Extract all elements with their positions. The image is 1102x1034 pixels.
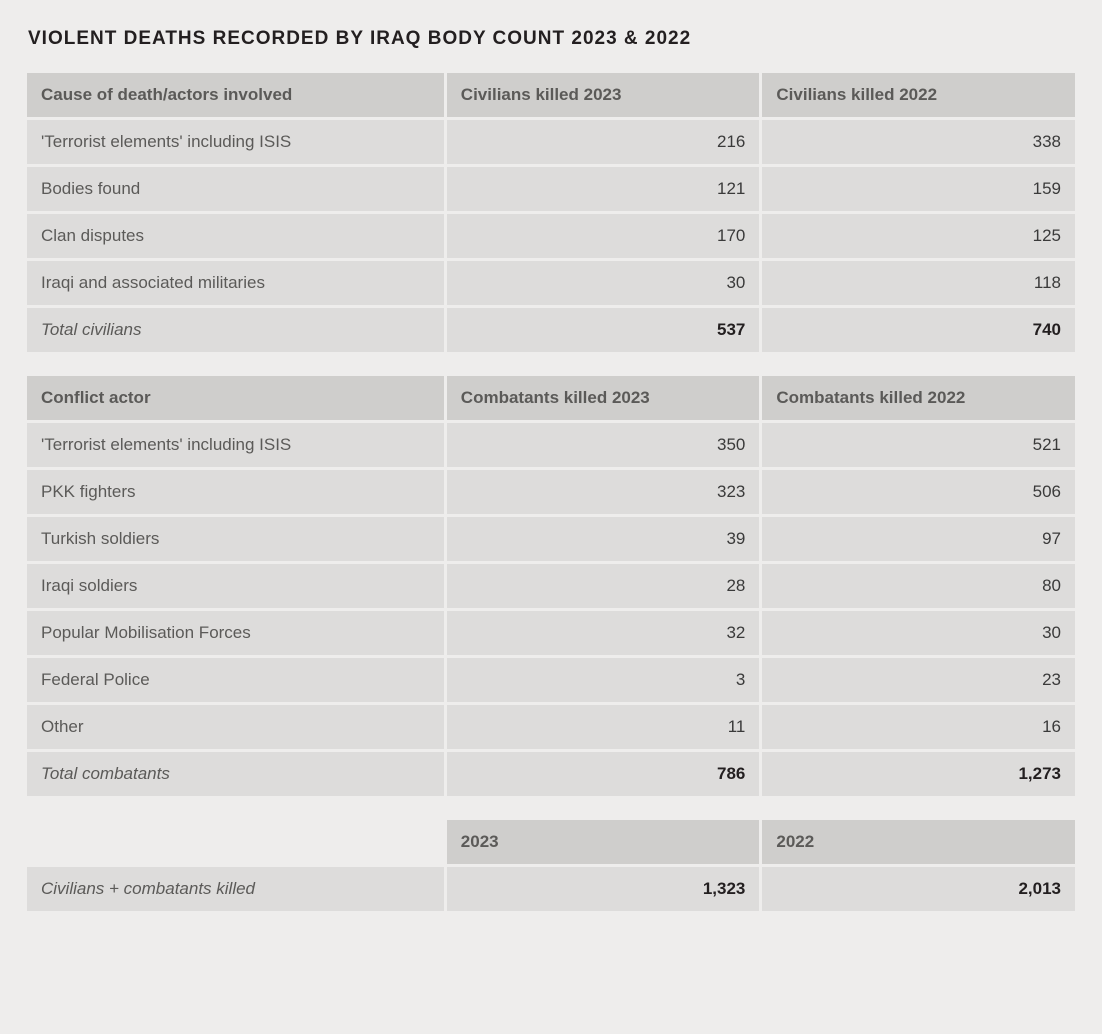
table-row: 'Terrorist elements' including ISIS 216 … <box>27 120 1075 164</box>
col-header-empty <box>27 820 444 864</box>
table-row: Federal Police 3 23 <box>27 658 1075 702</box>
row-label: PKK fighters <box>27 470 444 514</box>
col-header: Cause of death/actors involved <box>27 73 444 117</box>
row-value: 125 <box>762 214 1075 258</box>
table-header-row: Cause of death/actors involved Civilians… <box>27 73 1075 117</box>
row-value: 11 <box>447 705 760 749</box>
total-label: Total combatants <box>27 752 444 796</box>
row-label: Iraqi soldiers <box>27 564 444 608</box>
table-row: Clan disputes 170 125 <box>27 214 1075 258</box>
row-value: 28 <box>447 564 760 608</box>
table-row: Other 11 16 <box>27 705 1075 749</box>
total-row: Civilians + combatants killed 1,323 2,01… <box>27 867 1075 911</box>
row-value: 338 <box>762 120 1075 164</box>
row-value: 323 <box>447 470 760 514</box>
total-label: Total civilians <box>27 308 444 352</box>
row-value: 216 <box>447 120 760 164</box>
row-value: 121 <box>447 167 760 211</box>
row-value: 23 <box>762 658 1075 702</box>
table-row: PKK fighters 323 506 <box>27 470 1075 514</box>
civilians-table: Cause of death/actors involved Civilians… <box>24 70 1078 355</box>
row-value: 506 <box>762 470 1075 514</box>
row-label: Bodies found <box>27 167 444 211</box>
row-value: 170 <box>447 214 760 258</box>
table-header-row: Conflict actor Combatants killed 2023 Co… <box>27 376 1075 420</box>
col-header: Combatants killed 2023 <box>447 376 760 420</box>
table-row: 'Terrorist elements' including ISIS 350 … <box>27 423 1075 467</box>
row-value: 521 <box>762 423 1075 467</box>
row-label: 'Terrorist elements' including ISIS <box>27 120 444 164</box>
col-header: 2023 <box>447 820 760 864</box>
total-row: Total combatants 786 1,273 <box>27 752 1075 796</box>
row-label: Other <box>27 705 444 749</box>
total-value: 1,273 <box>762 752 1075 796</box>
total-value: 1,323 <box>447 867 760 911</box>
row-label: 'Terrorist elements' including ISIS <box>27 423 444 467</box>
row-value: 350 <box>447 423 760 467</box>
row-value: 159 <box>762 167 1075 211</box>
col-header: Civilians killed 2023 <box>447 73 760 117</box>
row-value: 30 <box>762 611 1075 655</box>
row-label: Clan disputes <box>27 214 444 258</box>
row-label: Popular Mobilisation Forces <box>27 611 444 655</box>
row-label: Turkish soldiers <box>27 517 444 561</box>
total-label: Civilians + combatants killed <box>27 867 444 911</box>
row-value: 80 <box>762 564 1075 608</box>
row-label: Iraqi and associated militaries <box>27 261 444 305</box>
table-row: Popular Mobilisation Forces 32 30 <box>27 611 1075 655</box>
total-value: 740 <box>762 308 1075 352</box>
table-row: Turkish soldiers 39 97 <box>27 517 1075 561</box>
col-header: Conflict actor <box>27 376 444 420</box>
total-row: Total civilians 537 740 <box>27 308 1075 352</box>
row-value: 32 <box>447 611 760 655</box>
table-row: Iraqi soldiers 28 80 <box>27 564 1075 608</box>
total-value: 786 <box>447 752 760 796</box>
combatants-table: Conflict actor Combatants killed 2023 Co… <box>24 373 1078 799</box>
row-value: 118 <box>762 261 1075 305</box>
row-value: 97 <box>762 517 1075 561</box>
table-row: Iraqi and associated militaries 30 118 <box>27 261 1075 305</box>
row-label: Federal Police <box>27 658 444 702</box>
col-header: Civilians killed 2022 <box>762 73 1075 117</box>
row-value: 3 <box>447 658 760 702</box>
page-title: VIOLENT DEATHS RECORDED BY IRAQ BODY COU… <box>28 28 1078 50</box>
total-value: 537 <box>447 308 760 352</box>
row-value: 39 <box>447 517 760 561</box>
col-header: 2022 <box>762 820 1075 864</box>
row-value: 30 <box>447 261 760 305</box>
row-value: 16 <box>762 705 1075 749</box>
table-row: Bodies found 121 159 <box>27 167 1075 211</box>
table-header-row: 2023 2022 <box>27 820 1075 864</box>
total-value: 2,013 <box>762 867 1075 911</box>
col-header: Combatants killed 2022 <box>762 376 1075 420</box>
summary-table: 2023 2022 Civilians + combatants killed … <box>24 817 1078 914</box>
